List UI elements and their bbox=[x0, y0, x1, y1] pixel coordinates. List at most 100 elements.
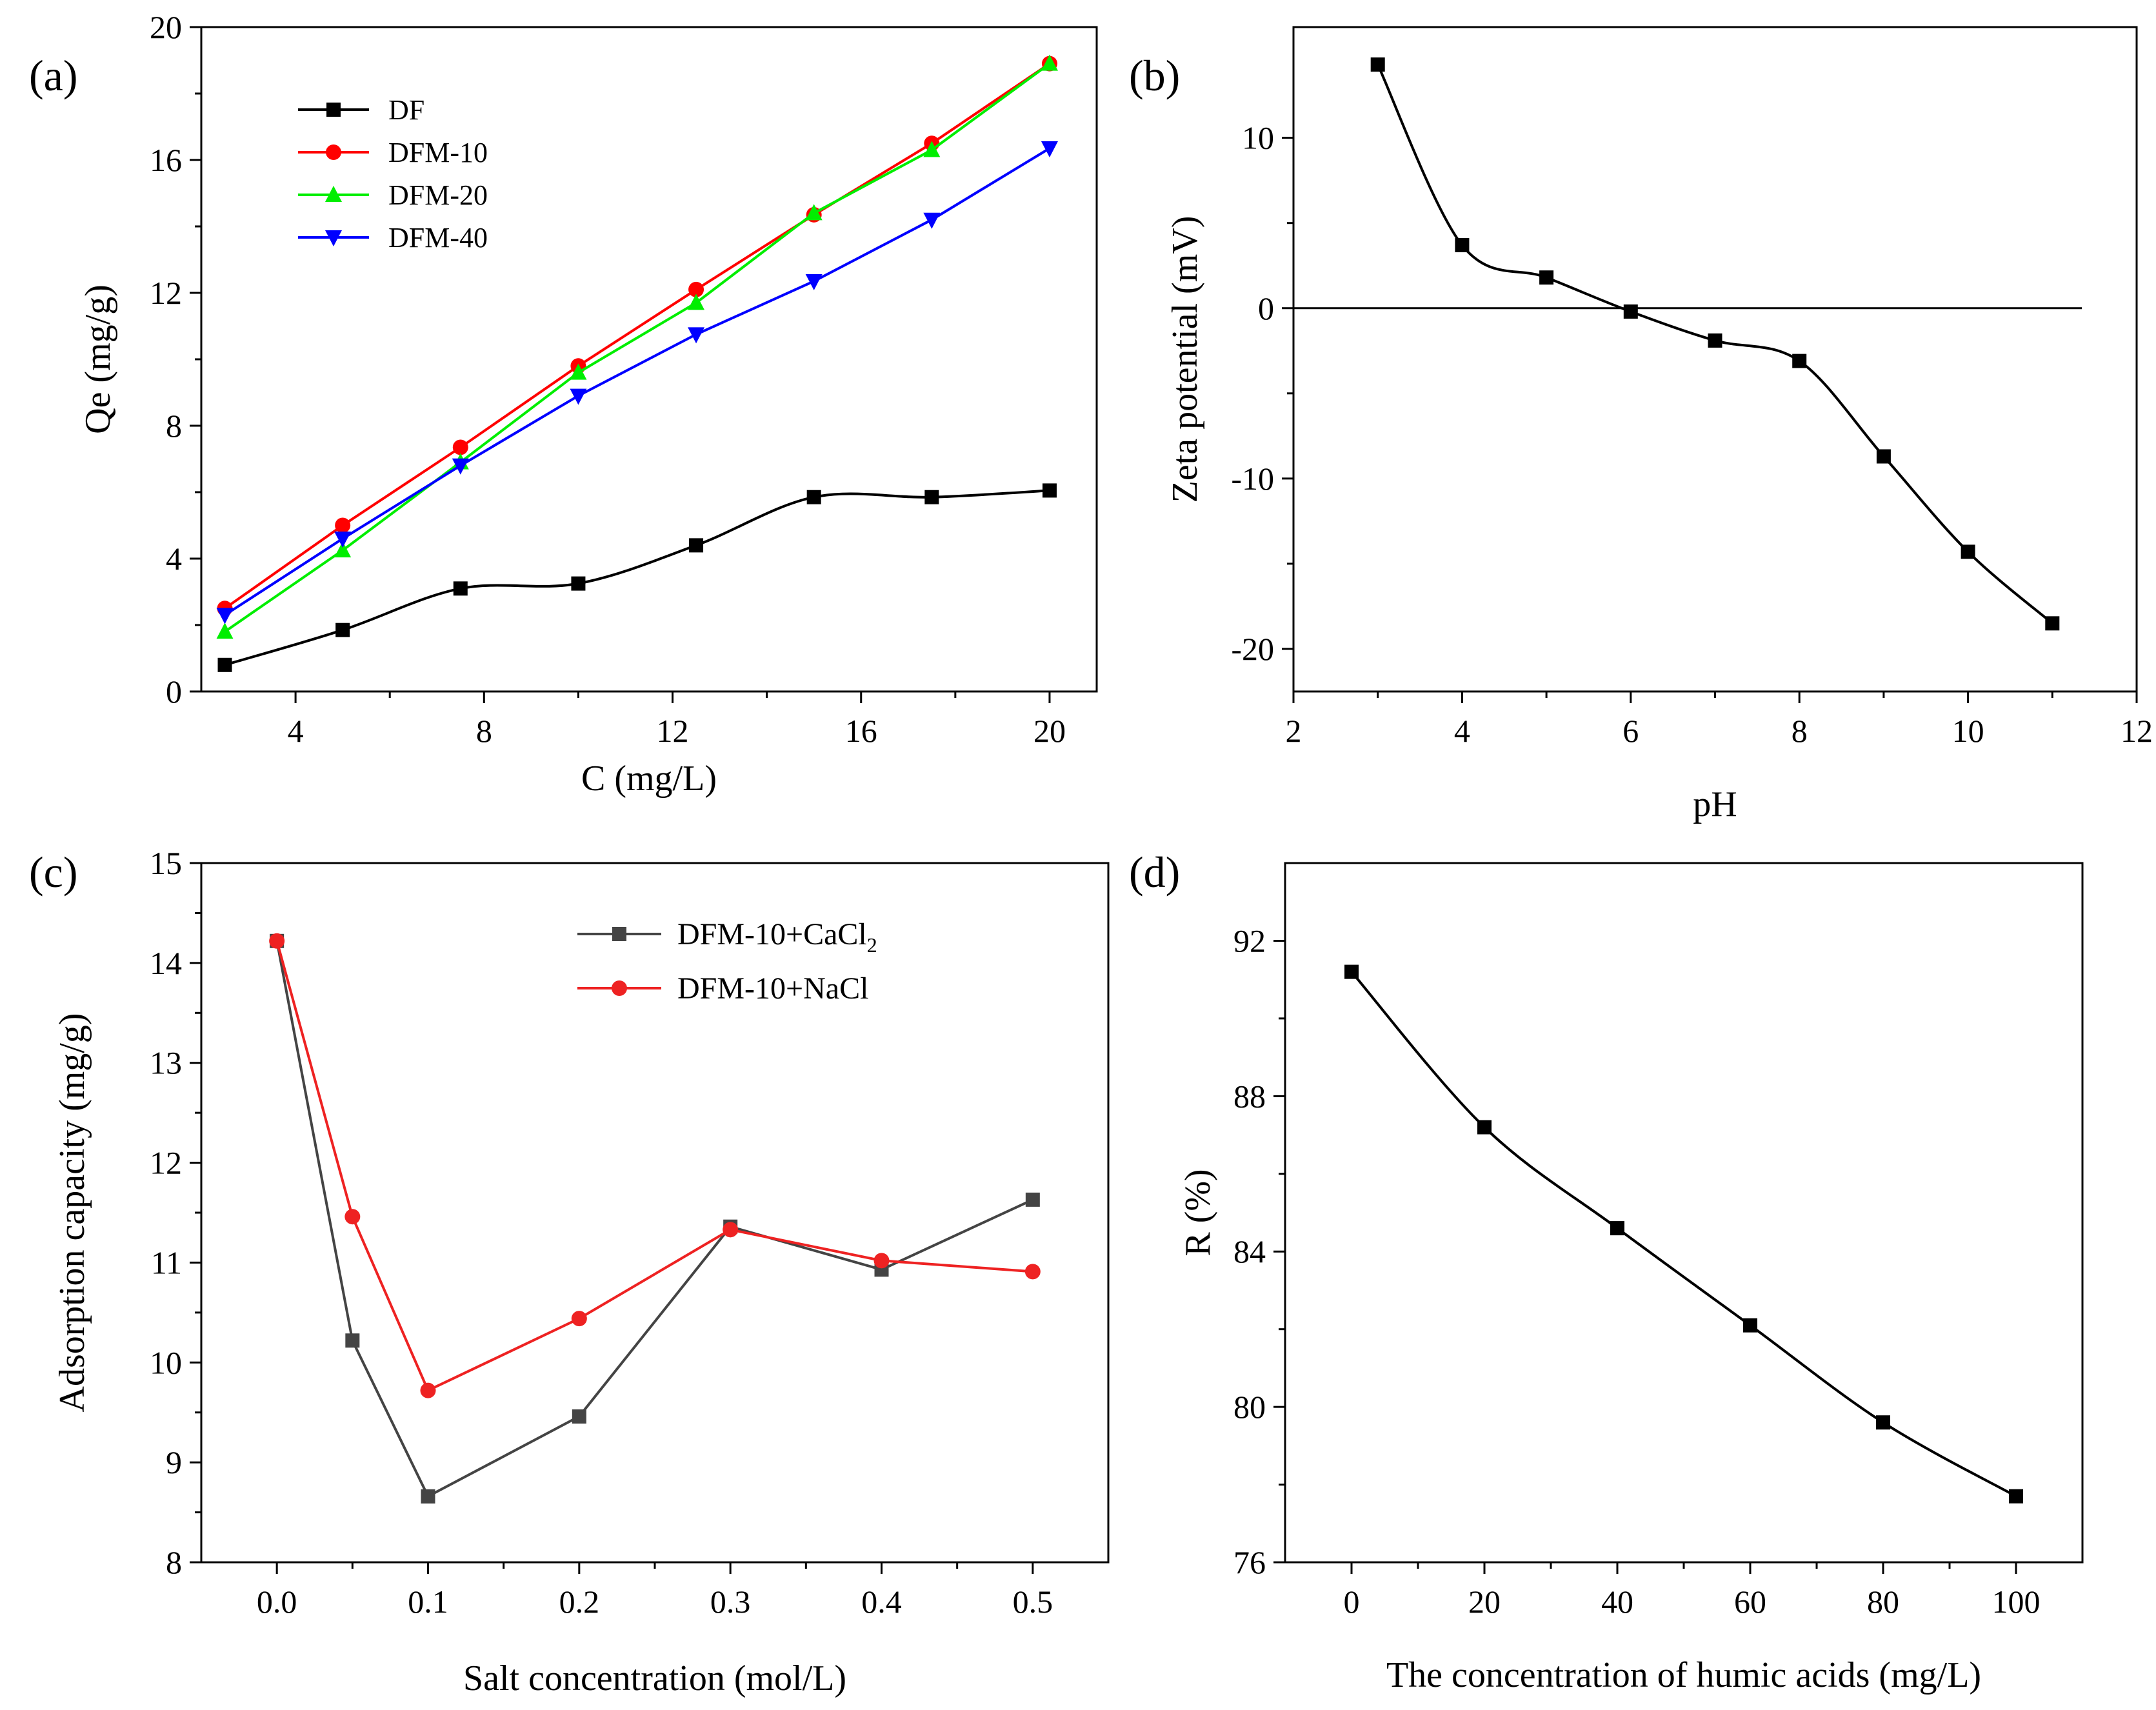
panel-label: (c) bbox=[29, 848, 77, 897]
x-tick-label: 12 bbox=[2121, 713, 2153, 749]
data-point bbox=[1041, 141, 1058, 157]
x-tick-label: 8 bbox=[1792, 713, 1808, 749]
y-tick-label: -20 bbox=[1231, 631, 1274, 667]
data-point bbox=[334, 541, 352, 558]
panel-b: 2 4 6 8 10 12 -20 -10 0 10 pH Zeta potential (mV) (b… bbox=[1129, 26, 2153, 824]
x-tick-label: 0.1 bbox=[408, 1584, 448, 1620]
series-line bbox=[275, 940, 1033, 1498]
data-point bbox=[805, 204, 823, 221]
legend-label: DF bbox=[388, 94, 424, 126]
x-tick-label: 16 bbox=[845, 713, 877, 749]
series-line bbox=[224, 63, 1051, 610]
panel-d: 0 20 40 60 80 100 76 80 84 88 92 The concentration … bbox=[1129, 848, 2084, 1695]
data-point bbox=[1024, 1264, 1041, 1280]
x-tick-label: 12 bbox=[657, 713, 689, 749]
legend-entry: DFM-10 bbox=[298, 137, 488, 168]
legend-entry: DFM-40 bbox=[298, 222, 488, 254]
legend-label: DFM-10+NaCl bbox=[677, 971, 868, 1006]
x-tick-label: 0.5 bbox=[1013, 1584, 1053, 1620]
data-point bbox=[1792, 353, 1807, 368]
y-tick-label: 8 bbox=[166, 408, 182, 444]
data-point bbox=[688, 327, 705, 344]
legend-marker bbox=[612, 927, 626, 941]
panel-label: (d) bbox=[1129, 848, 1180, 897]
data-point bbox=[344, 1209, 361, 1225]
y-tick-label: 4 bbox=[166, 541, 182, 577]
data-point bbox=[1876, 449, 1891, 464]
x-tick-label: 60 bbox=[1734, 1584, 1766, 1620]
x-tick-label: 20 bbox=[1468, 1584, 1501, 1620]
legend-label: DFM-40 bbox=[388, 222, 488, 254]
series-line bbox=[1350, 971, 2017, 1498]
x-tick-label: 8 bbox=[476, 713, 492, 749]
y-tick-label: 10 bbox=[1242, 120, 1274, 156]
data-point bbox=[1876, 1415, 1890, 1430]
series-dfm-10-cacl bbox=[270, 933, 1040, 1504]
data-point bbox=[1623, 304, 1638, 319]
data-point bbox=[723, 1222, 739, 1238]
series-dfm-20 bbox=[216, 54, 1058, 639]
x-axis-title: C (mg/L) bbox=[581, 759, 717, 799]
y-tick-label: 80 bbox=[1233, 1389, 1266, 1425]
y-tick-label: 88 bbox=[1233, 1078, 1266, 1114]
legend-subscript: 2 bbox=[867, 933, 877, 957]
data-point bbox=[1477, 1120, 1492, 1135]
y-tick-label: 15 bbox=[150, 845, 182, 881]
y-tick-label: 0 bbox=[166, 673, 182, 710]
y-tick-label: 8 bbox=[166, 1544, 182, 1580]
legend-label: DFM-10 bbox=[388, 137, 488, 168]
data-point bbox=[1025, 1192, 1040, 1207]
y-tick-label: 20 bbox=[150, 9, 182, 45]
data-point bbox=[345, 1333, 360, 1348]
y-tick-label: 12 bbox=[150, 1145, 182, 1181]
data-point bbox=[806, 490, 821, 504]
y-tick-label: 13 bbox=[150, 1045, 182, 1081]
data-point bbox=[688, 293, 705, 310]
x-axis-title: Salt concentration (mol/L) bbox=[463, 1658, 846, 1698]
data-point bbox=[924, 490, 939, 504]
x-tick-label: 80 bbox=[1867, 1584, 1899, 1620]
data-point bbox=[421, 1489, 435, 1504]
data-point bbox=[2045, 616, 2060, 631]
data-point bbox=[1610, 1221, 1624, 1236]
legend-marker bbox=[326, 103, 341, 117]
series-r bbox=[1344, 964, 2023, 1504]
y-axis-title: R (%) bbox=[1178, 1169, 1218, 1256]
data-point bbox=[452, 439, 468, 455]
data-point bbox=[1743, 1318, 1757, 1333]
legend-marker bbox=[325, 230, 342, 246]
y-tick-label: 84 bbox=[1233, 1233, 1266, 1269]
x-axis-title: The concentration of humic acids (mg/L) bbox=[1386, 1655, 1981, 1695]
x-tick-label: 40 bbox=[1601, 1584, 1633, 1620]
series-line bbox=[224, 63, 1051, 633]
data-point bbox=[335, 517, 351, 533]
series-dfm-10-nacl bbox=[269, 933, 1041, 1398]
series-line bbox=[224, 147, 1050, 617]
legend-marker bbox=[326, 144, 341, 160]
data-point bbox=[452, 458, 469, 475]
y-tick-label: 9 bbox=[166, 1444, 182, 1480]
legend-marker bbox=[612, 980, 627, 996]
series-line bbox=[224, 489, 1050, 666]
plot-frame bbox=[200, 862, 1110, 1564]
y-tick-label: 76 bbox=[1233, 1544, 1266, 1580]
data-point bbox=[453, 581, 468, 596]
x-tick-label: 0 bbox=[1344, 1584, 1360, 1620]
y-axis-title: Qe (mg/g) bbox=[78, 284, 118, 434]
x-tick-label: 10 bbox=[1952, 713, 1984, 749]
x-tick-label: 2 bbox=[1286, 713, 1302, 749]
data-point bbox=[689, 538, 704, 553]
data-point bbox=[217, 657, 232, 672]
y-tick-label: 10 bbox=[150, 1344, 182, 1380]
data-point bbox=[923, 141, 941, 157]
data-point bbox=[688, 281, 704, 297]
data-point bbox=[1042, 483, 1057, 498]
data-point bbox=[571, 1311, 587, 1327]
x-tick-label: 4 bbox=[1454, 713, 1470, 749]
y-tick-label: 0 bbox=[1258, 290, 1274, 326]
data-point bbox=[873, 1253, 890, 1269]
data-point bbox=[420, 1382, 436, 1398]
y-tick-label: 11 bbox=[151, 1244, 182, 1280]
data-point bbox=[1708, 333, 1722, 348]
